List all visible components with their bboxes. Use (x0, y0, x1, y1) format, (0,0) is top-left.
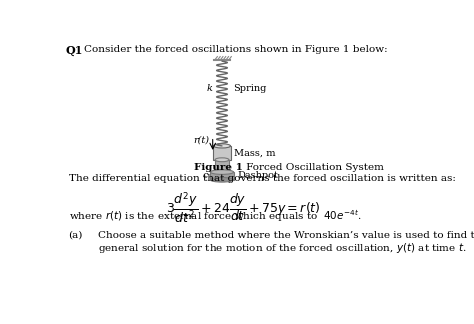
Text: where $r(t)$ is the external force which equals to  $40e^{-4t}$.: where $r(t)$ is the external force which… (69, 208, 361, 224)
Bar (215, 160, 229, 172)
Text: (a): (a) (69, 231, 83, 240)
Ellipse shape (213, 144, 230, 148)
Text: Spring: Spring (234, 84, 267, 93)
Bar (210, 172, 234, 180)
Text: Dashpot: Dashpot (237, 171, 278, 180)
Ellipse shape (215, 158, 229, 162)
Text: Mass, m: Mass, m (235, 148, 276, 157)
Text: Choose a suitable method where the Wronskian’s value is used to find the: Choose a suitable method where the Wrons… (98, 231, 474, 240)
Text: Consider the forced oscillations shown in Figure 1 below:: Consider the forced oscillations shown i… (84, 45, 388, 54)
Text: Figure 1: Figure 1 (194, 163, 243, 172)
Text: c: c (202, 171, 208, 180)
Ellipse shape (210, 170, 234, 174)
Text: $3\dfrac{d^2y}{dt^2}+24\dfrac{dy}{dt}+75y=r(t)$: $3\dfrac{d^2y}{dt^2}+24\dfrac{dy}{dt}+75… (165, 190, 320, 225)
Bar (213, 146, 230, 160)
Text: k: k (207, 84, 213, 93)
Text: The differential equation that governs the forced oscillation is written as:: The differential equation that governs t… (69, 174, 456, 183)
Text: Q1: Q1 (65, 45, 83, 56)
Text: Forced Oscillation System: Forced Oscillation System (243, 163, 384, 172)
Text: general solution for the motion of the forced oscillation, $y(t)$ at time $t$.: general solution for the motion of the f… (98, 241, 466, 255)
Text: r(t): r(t) (193, 135, 209, 144)
Ellipse shape (210, 178, 234, 182)
